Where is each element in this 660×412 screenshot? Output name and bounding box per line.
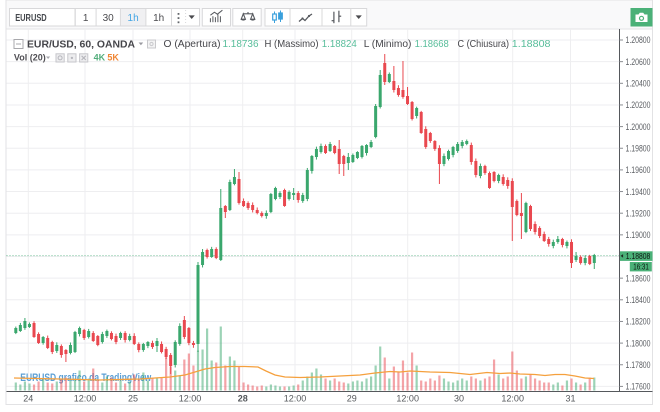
svg-text:EURUSD: EURUSD [15,12,47,24]
svg-text:1h: 1h [153,13,164,24]
svg-text:1.20200: 1.20200 [626,100,651,110]
svg-text:H (Massimo): H (Massimo) [265,38,319,50]
svg-text:1.19000: 1.19000 [626,230,651,240]
svg-text:1.18000: 1.18000 [626,338,651,348]
svg-text:1.19600: 1.19600 [626,165,651,175]
svg-text:1: 1 [83,13,89,24]
svg-text:24: 24 [23,394,33,404]
svg-text:1.19200: 1.19200 [626,208,651,218]
svg-text:O (Apertura): O (Apertura) [164,38,221,50]
svg-text:EURUSD grafico da TradingView: EURUSD grafico da TradingView [20,372,151,384]
svg-text:L (Minimo): L (Minimo) [364,38,412,50]
svg-text:31: 31 [565,394,575,404]
svg-text:25: 25 [128,394,138,404]
svg-text:1h: 1h [128,13,139,24]
svg-text:12:00: 12:00 [179,394,202,404]
svg-text:1.18736: 1.18736 [223,38,259,50]
svg-text:1.18600: 1.18600 [626,273,651,283]
svg-text:C (Chiusura): C (Chiusura) [458,38,510,50]
svg-text:1.18400: 1.18400 [626,295,651,305]
svg-text:1.17800: 1.17800 [626,360,651,370]
svg-text:28: 28 [238,394,248,404]
svg-text:1.20400: 1.20400 [626,79,651,89]
svg-text:5K: 5K [107,53,119,63]
svg-text:29: 29 [347,394,357,404]
svg-text:1.20600: 1.20600 [626,57,651,67]
svg-text:12:00: 12:00 [396,394,419,404]
svg-text:1.18668: 1.18668 [415,38,449,50]
svg-text:12:00: 12:00 [284,394,307,404]
svg-text:1.18808: 1.18808 [626,251,651,261]
svg-text:4K: 4K [94,53,106,63]
svg-text:1.20800: 1.20800 [626,35,651,45]
svg-text:1.18200: 1.18200 [626,317,651,327]
svg-text:1.18824: 1.18824 [322,38,357,50]
svg-text:30: 30 [103,13,115,24]
svg-text:12:00: 12:00 [501,394,524,404]
svg-text:1.20000: 1.20000 [626,122,651,132]
svg-text:EUR/USD, 60, OANDA: EUR/USD, 60, OANDA [27,39,135,51]
svg-text:12:00: 12:00 [74,394,97,404]
svg-text:1.18808: 1.18808 [512,38,551,50]
svg-text:30: 30 [454,394,464,404]
svg-text:1.19400: 1.19400 [626,187,651,197]
svg-text:1.17600: 1.17600 [626,382,651,392]
svg-text:1.19800: 1.19800 [626,143,651,153]
svg-text:16:31: 16:31 [633,262,649,272]
svg-text:Vol (20): Vol (20) [14,53,46,63]
